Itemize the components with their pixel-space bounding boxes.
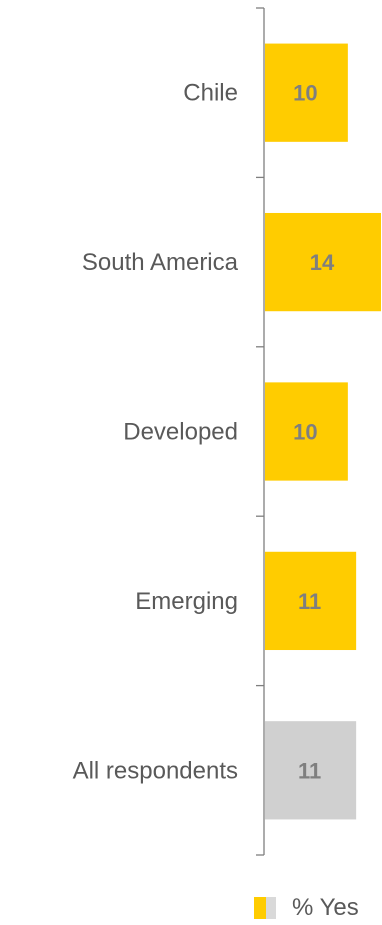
bar	[265, 551, 357, 651]
data-label: 10	[293, 420, 317, 445]
category-labels: Chile South America Developed Emerging All r…	[73, 80, 239, 785]
legend-label: % Yes	[292, 894, 359, 921]
data-label: 11	[298, 589, 321, 614]
data-label: 11	[298, 758, 321, 783]
category-label: Chile	[183, 80, 238, 107]
category-label: All respondents	[73, 757, 238, 784]
bar	[265, 212, 381, 312]
bar	[265, 43, 348, 142]
data-label: 14	[310, 250, 335, 275]
legend-swatch-primary	[254, 897, 266, 919]
category-label: South America	[82, 249, 239, 276]
category-label: Emerging	[135, 588, 238, 615]
bar	[265, 721, 357, 820]
bars	[265, 43, 381, 820]
legend-swatch-secondary	[266, 897, 276, 919]
category-label: Developed	[123, 419, 238, 446]
bar-chart: Chile South America Developed Emerging All r…	[73, 7, 381, 856]
value-labels: 10 14 10 11 11	[293, 81, 335, 784]
axis-ticks	[256, 7, 264, 856]
bar	[265, 382, 348, 481]
data-label: 10	[293, 81, 317, 106]
legend: % Yes	[254, 893, 359, 923]
legend-swatch	[254, 897, 276, 919]
